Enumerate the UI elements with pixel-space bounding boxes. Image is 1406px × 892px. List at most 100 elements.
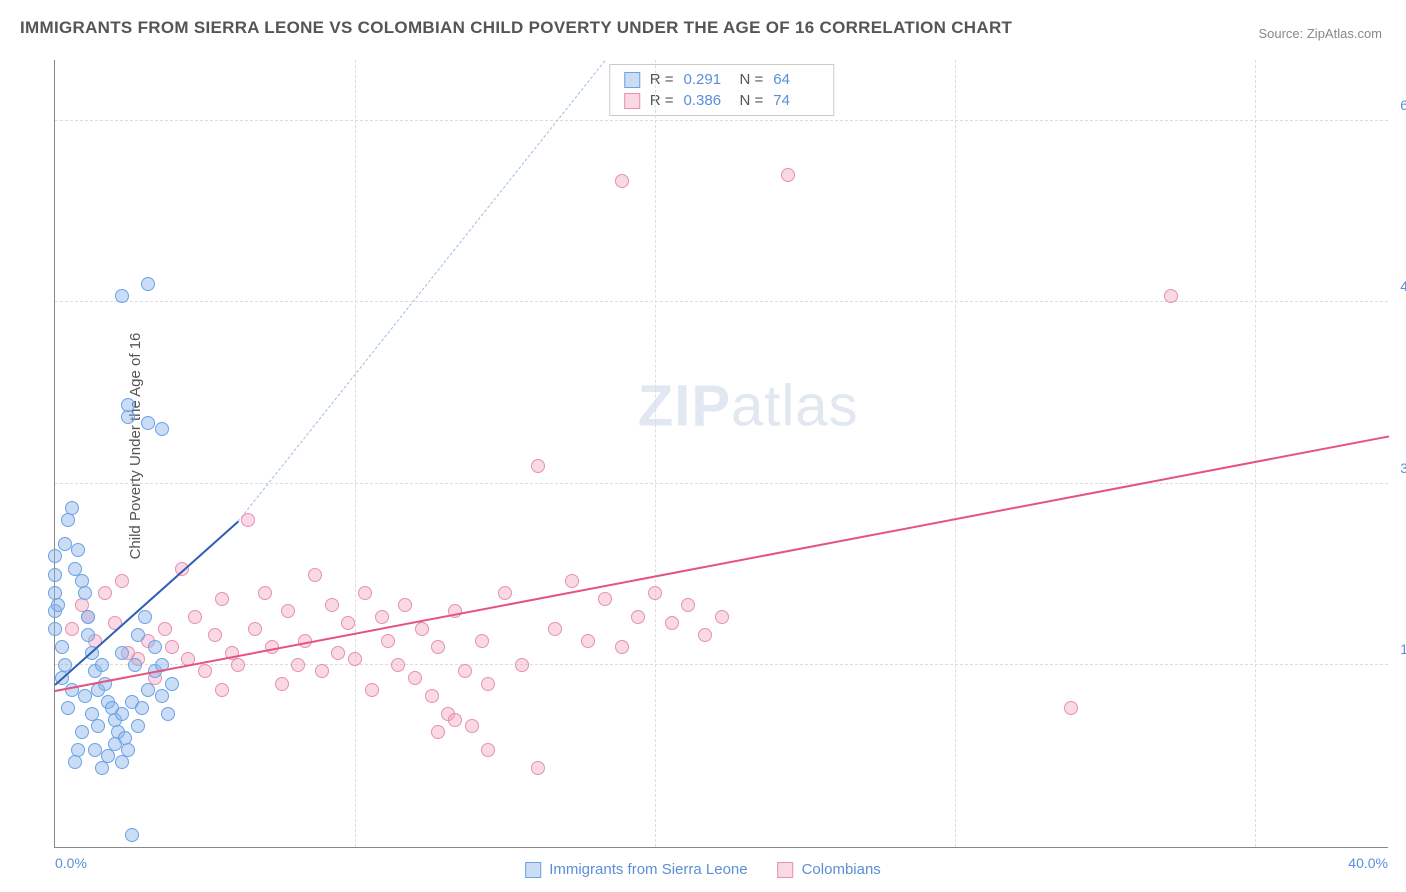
legend-stats-row-1: R = 0.386 N = 74 [610, 90, 834, 111]
chart-container: IMMIGRANTS FROM SIERRA LEONE VS COLOMBIA… [0, 0, 1406, 892]
scatter-point [481, 743, 495, 757]
scatter-point [431, 725, 445, 739]
scatter-point [165, 640, 179, 654]
watermark: ZIPatlas [638, 373, 859, 440]
scatter-point [315, 664, 329, 678]
scatter-point [75, 725, 89, 739]
scatter-point [61, 513, 75, 527]
scatter-point [358, 586, 372, 600]
scatter-point [581, 634, 595, 648]
grid-h [55, 301, 1388, 302]
scatter-point [715, 610, 729, 624]
scatter-point [465, 719, 479, 733]
scatter-point [458, 664, 472, 678]
grid-h [55, 483, 1388, 484]
watermark-bold: ZIP [638, 374, 731, 439]
scatter-point [215, 592, 229, 606]
scatter-point [681, 598, 695, 612]
scatter-point [598, 592, 612, 606]
y-tick-label: 15.0% [1392, 641, 1406, 657]
scatter-point [51, 598, 65, 612]
scatter-point [648, 586, 662, 600]
y-tick-label: 45.0% [1392, 278, 1406, 294]
legend-r-value-1: 0.386 [684, 92, 730, 109]
legend-stats-row-0: R = 0.291 N = 64 [610, 69, 834, 90]
legend-bottom: Immigrants from Sierra Leone Colombians [525, 861, 881, 878]
legend-n-label-0: N = [740, 71, 764, 88]
grid-h [55, 664, 1388, 665]
scatter-point [158, 622, 172, 636]
scatter-point [188, 610, 202, 624]
scatter-point [125, 828, 139, 842]
scatter-point [281, 604, 295, 618]
scatter-point [115, 646, 129, 660]
scatter-point [155, 422, 169, 436]
scatter-point [475, 634, 489, 648]
grid-v [1255, 60, 1256, 847]
legend-n-label-1: N = [740, 92, 764, 109]
scatter-point [88, 743, 102, 757]
scatter-point [781, 168, 795, 182]
scatter-point [65, 501, 79, 515]
trend-line [238, 60, 606, 521]
scatter-point [155, 689, 169, 703]
x-tick-label: 40.0% [1348, 855, 1388, 871]
scatter-point [131, 628, 145, 642]
scatter-point [348, 652, 362, 666]
scatter-point [248, 622, 262, 636]
plot-area: ZIPatlas R = 0.291 N = 64 R = 0.386 N = … [54, 60, 1388, 848]
scatter-point [275, 677, 289, 691]
legend-swatch-1 [624, 93, 640, 109]
scatter-point [81, 610, 95, 624]
legend-bottom-label-1: Colombians [802, 861, 881, 878]
legend-bottom-swatch-0 [525, 862, 541, 878]
x-tick-label: 0.0% [55, 855, 87, 871]
scatter-point [55, 640, 69, 654]
chart-title: IMMIGRANTS FROM SIERRA LEONE VS COLOMBIA… [20, 18, 1012, 38]
scatter-point [161, 707, 175, 721]
scatter-point [698, 628, 712, 642]
scatter-point [365, 683, 379, 697]
scatter-point [48, 568, 62, 582]
scatter-point [208, 628, 222, 642]
scatter-point [1064, 701, 1078, 715]
legend-r-label-0: R = [650, 71, 674, 88]
scatter-point [121, 410, 135, 424]
grid-v [655, 60, 656, 847]
scatter-point [98, 586, 112, 600]
scatter-point [548, 622, 562, 636]
scatter-point [258, 586, 272, 600]
scatter-point [481, 677, 495, 691]
scatter-point [95, 761, 109, 775]
scatter-point [135, 701, 149, 715]
scatter-point [165, 677, 179, 691]
scatter-point [85, 707, 99, 721]
scatter-point [115, 574, 129, 588]
scatter-point [48, 549, 62, 563]
scatter-point [631, 610, 645, 624]
scatter-point [341, 616, 355, 630]
scatter-point [128, 658, 142, 672]
scatter-point [431, 640, 445, 654]
scatter-point [141, 277, 155, 291]
scatter-point [78, 586, 92, 600]
scatter-point [215, 683, 229, 697]
scatter-point [615, 640, 629, 654]
scatter-point [325, 598, 339, 612]
scatter-point [91, 719, 105, 733]
scatter-point [531, 459, 545, 473]
scatter-point [1164, 289, 1178, 303]
legend-n-value-1: 74 [773, 92, 819, 109]
scatter-point [141, 683, 155, 697]
scatter-point [408, 671, 422, 685]
scatter-point [115, 289, 129, 303]
legend-r-value-0: 0.291 [684, 71, 730, 88]
scatter-point [78, 689, 92, 703]
scatter-point [515, 658, 529, 672]
scatter-point [148, 640, 162, 654]
scatter-point [115, 707, 129, 721]
scatter-point [448, 713, 462, 727]
scatter-point [141, 416, 155, 430]
scatter-point [68, 755, 82, 769]
legend-swatch-0 [624, 72, 640, 88]
